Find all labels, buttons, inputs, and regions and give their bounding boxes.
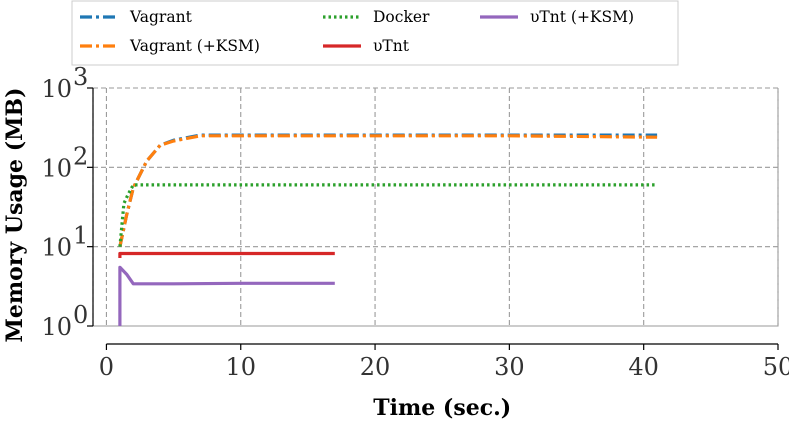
y-tick-label: 10 bbox=[41, 75, 72, 103]
series-line bbox=[118, 251, 335, 258]
x-tick-label: 0 bbox=[99, 353, 114, 381]
series-line bbox=[118, 134, 658, 248]
y-tick-label: 10 bbox=[41, 154, 72, 182]
x-axis-title: Time (sec.) bbox=[373, 395, 511, 421]
legend: Vagrant Vagrant (+KSM) Docker υTnt υTnt (+KS… bbox=[71, 0, 679, 66]
series-line bbox=[118, 265, 335, 326]
x-tick-label: 10 bbox=[225, 353, 256, 381]
y-tick-label: 10 bbox=[41, 234, 72, 262]
legend-label: Vagrant (+KSM) bbox=[129, 37, 260, 55]
axes bbox=[92, 88, 778, 345]
y-tick-exponent: 2 bbox=[73, 142, 88, 170]
y-tick-exponent: 0 bbox=[73, 301, 88, 329]
y-tick-label: 10 bbox=[41, 313, 72, 341]
x-tick-label: 20 bbox=[360, 353, 391, 381]
y-axis-title: Memory Usage (MB) bbox=[2, 88, 28, 343]
series-line bbox=[118, 133, 658, 248]
x-tick-label: 30 bbox=[494, 353, 525, 381]
y-tick-exponent: 1 bbox=[73, 222, 88, 250]
x-tick-label: 50 bbox=[763, 353, 789, 381]
legend-box bbox=[71, 0, 679, 66]
legend-label: Vagrant bbox=[129, 8, 193, 26]
y-tick-exponent: 3 bbox=[73, 63, 88, 91]
series-line bbox=[118, 183, 658, 247]
legend-label: υTnt bbox=[373, 37, 410, 55]
x-tick-label: 40 bbox=[628, 353, 659, 381]
legend-label: υTnt (+KSM) bbox=[530, 8, 634, 26]
grid bbox=[92, 87, 779, 327]
grid-frame bbox=[92, 87, 779, 327]
legend-label: Docker bbox=[373, 8, 430, 26]
series bbox=[118, 133, 658, 326]
